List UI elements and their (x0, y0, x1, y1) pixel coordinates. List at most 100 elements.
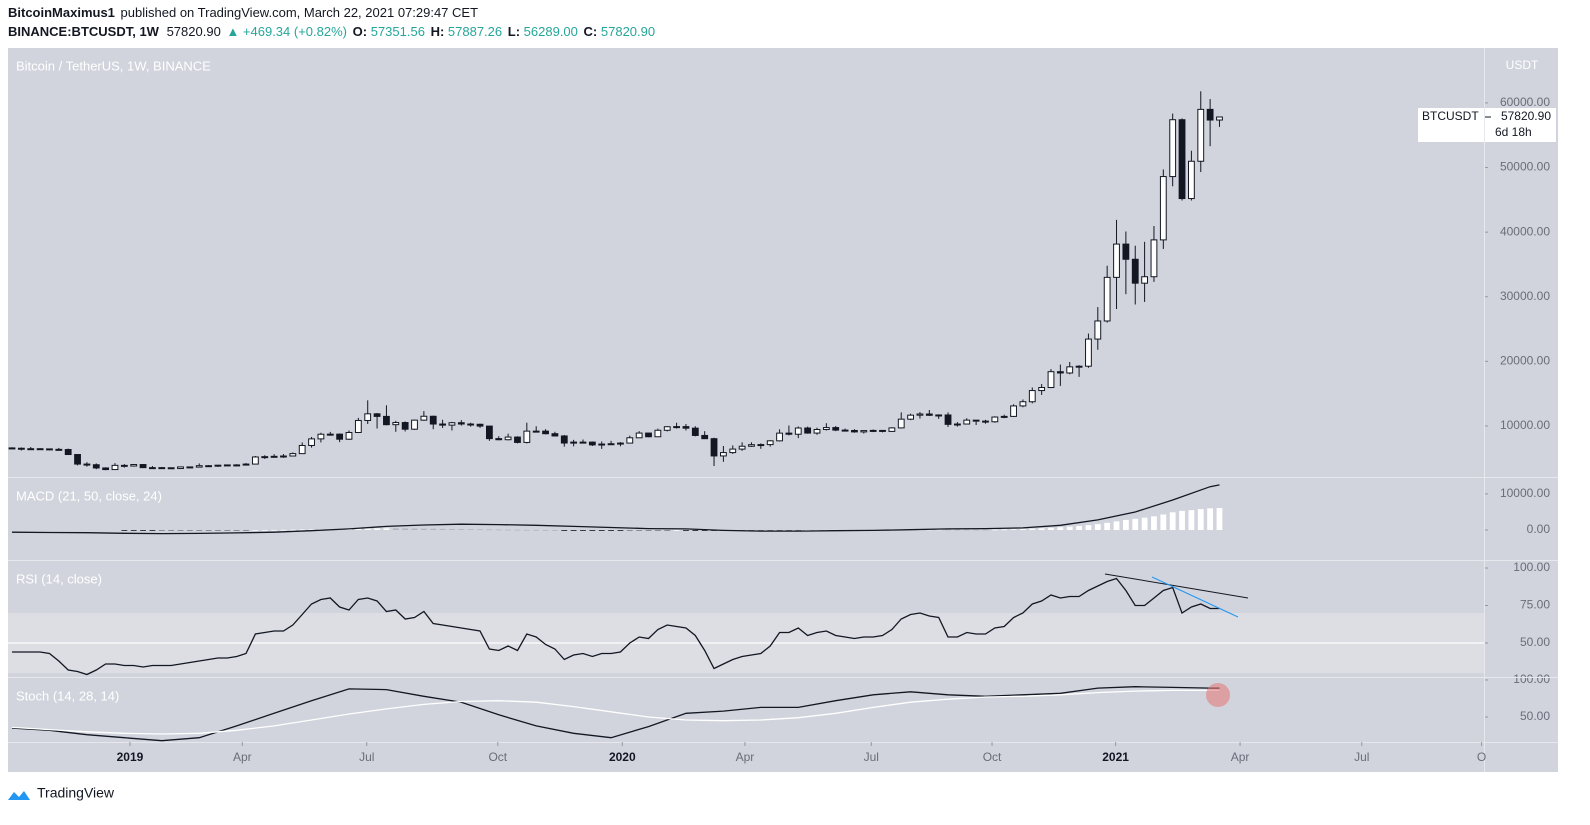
y-tick-label: 50000.00 (1500, 160, 1550, 174)
histogram-bar (757, 530, 764, 531)
y-tick-label: 60000.00 (1500, 95, 1550, 109)
histogram-bar (140, 530, 146, 531)
candle-body (439, 423, 446, 426)
histogram-bar (701, 530, 708, 531)
histogram-bar (608, 530, 614, 531)
pane (8, 91, 1223, 471)
histogram-bar (1010, 529, 1017, 531)
histogram-bar (205, 530, 212, 531)
histogram-bar (654, 530, 661, 531)
low: 56289.00 (524, 24, 578, 39)
candle-body (963, 419, 971, 425)
candle-body (74, 454, 81, 465)
candle-body (570, 441, 578, 444)
y-tick-label: 50.00 (1520, 635, 1550, 649)
candle-body (719, 452, 727, 457)
symbol-line: BINANCE:BTCUSDT, 1W 57820.90 ▲ +469.34 (… (8, 24, 655, 39)
candle-body (261, 456, 269, 459)
histogram-bar (252, 530, 259, 531)
histogram-bar (158, 530, 165, 531)
candle-body (149, 467, 156, 470)
candle-body (195, 465, 203, 468)
candle-body (139, 464, 147, 469)
candle-body (83, 463, 91, 466)
candle-body (233, 464, 241, 467)
candle-body (897, 418, 905, 429)
candle-body (785, 432, 793, 435)
histogram-bar (121, 530, 128, 531)
brand: TradingView (37, 785, 115, 801)
histogram-bar (533, 529, 540, 531)
histogram-bar (1179, 510, 1185, 531)
candle-body (1169, 119, 1177, 178)
candle-body (925, 413, 933, 416)
histogram-bar (1104, 522, 1111, 531)
candle-body (1113, 243, 1120, 278)
histogram-bar (552, 530, 558, 531)
histogram-bar (261, 529, 268, 531)
y-tick-label: 100.00 (1513, 672, 1550, 686)
histogram-bar (402, 528, 409, 531)
candle-body (111, 464, 119, 471)
histogram-bar (991, 529, 998, 531)
histogram-bar (449, 528, 455, 531)
candle-body (326, 433, 334, 436)
histogram-bar (149, 530, 156, 531)
candle-body (654, 429, 662, 438)
histogram-bar (776, 530, 783, 531)
pane (11, 686, 1220, 742)
pane-title: Stoch (14, 28, 14) (16, 688, 119, 703)
histogram-bar (570, 530, 577, 531)
candle-body (729, 448, 737, 454)
candle-body (223, 464, 231, 467)
histogram-bar (439, 528, 446, 531)
candle-body (289, 453, 297, 457)
candle-body (588, 441, 596, 446)
candle-body (411, 419, 418, 430)
candle-body (1197, 108, 1205, 162)
candle-body (663, 426, 671, 431)
candle-body (308, 438, 315, 446)
candle-body (560, 435, 568, 444)
candle-body (982, 420, 989, 423)
histogram-bar (954, 529, 961, 531)
histogram-bar (786, 530, 792, 531)
histogram-bar (271, 529, 278, 531)
histogram-bar (374, 528, 380, 531)
histogram-bar (383, 528, 390, 531)
candle-body (27, 448, 35, 451)
histogram-bar (458, 529, 465, 531)
y-tick-label: 75.00 (1520, 598, 1550, 612)
candle-body (682, 426, 690, 429)
y-tick-label: 100.00 (1513, 560, 1550, 574)
candle-body (158, 467, 166, 470)
candle-body (485, 425, 493, 440)
indicator-line (11, 484, 1220, 535)
candle-body (626, 437, 634, 444)
histogram-bar (945, 529, 951, 531)
x-tick-label: Apr (1231, 750, 1250, 764)
candle-body (270, 455, 278, 458)
histogram-bar (626, 530, 633, 531)
histogram-bar (673, 530, 680, 531)
candle-body (1206, 108, 1214, 121)
candle-body (766, 440, 774, 446)
histogram-bar (289, 529, 296, 531)
histogram-bar (177, 530, 184, 531)
candle-body (822, 427, 830, 431)
candle-body (673, 426, 680, 429)
candle-body (691, 427, 699, 436)
histogram-bar (589, 530, 596, 531)
symbol: BINANCE:BTCUSDT, 1W (8, 24, 160, 39)
footer: TradingView (8, 785, 115, 801)
candle-body (177, 466, 184, 470)
pane (8, 577, 1484, 676)
indicator-line (12, 577, 1220, 676)
histogram-bar (1057, 527, 1064, 531)
candle-body (701, 434, 709, 440)
pane-title: MACD (21, 50, close, 24) (16, 488, 162, 503)
histogram-bar (186, 530, 193, 531)
candle-body (92, 464, 100, 469)
y-tick-label: 50.00 (1520, 709, 1550, 723)
